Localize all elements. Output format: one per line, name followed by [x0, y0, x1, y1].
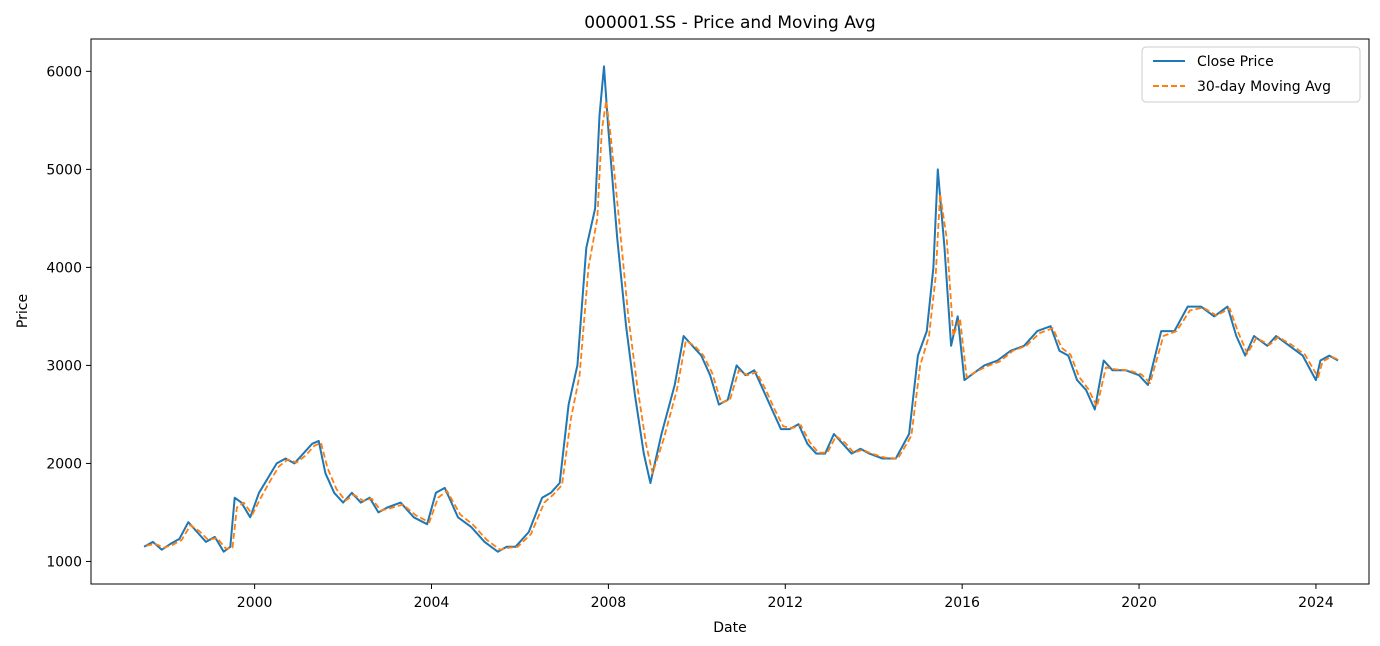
x-tick-label: 2008 — [591, 595, 627, 611]
x-tick-label: 2004 — [414, 595, 450, 611]
x-axis: 2000 2004 2008 2012 2016 2020 2024 — [237, 584, 1334, 611]
y-tick-label: 6000 — [46, 64, 82, 80]
legend-label-close-price: Close Price — [1197, 54, 1274, 70]
y-tick-label: 1000 — [46, 554, 82, 570]
series-line-moving-avg — [146, 99, 1339, 551]
x-tick-label: 2020 — [1121, 595, 1157, 611]
y-tick-label: 4000 — [46, 260, 82, 276]
x-axis-label: Date — [713, 620, 746, 636]
series-line-close-price — [143, 65, 1339, 553]
chart-title: 000001.SS - Price and Moving Avg — [584, 13, 875, 33]
plot-frame — [90, 38, 1370, 585]
y-tick-label: 2000 — [46, 456, 82, 472]
y-tick-label: 5000 — [46, 162, 82, 178]
y-tick-label: 3000 — [46, 358, 82, 374]
plot-area — [90, 38, 1370, 585]
x-tick-label: 2016 — [944, 595, 980, 611]
y-axis-label: Price — [15, 294, 31, 328]
x-tick-label: 2012 — [767, 595, 803, 611]
legend-label-moving-avg: 30-day Moving Avg — [1197, 79, 1331, 95]
legend-box — [1141, 46, 1361, 103]
y-axis: 1000 2000 3000 4000 5000 6000 — [46, 64, 91, 570]
x-tick-label: 2000 — [237, 595, 273, 611]
x-tick-label: 2024 — [1298, 595, 1334, 611]
series-layer — [143, 65, 1339, 553]
legend: Close Price 30-day Moving Avg — [1141, 46, 1361, 103]
